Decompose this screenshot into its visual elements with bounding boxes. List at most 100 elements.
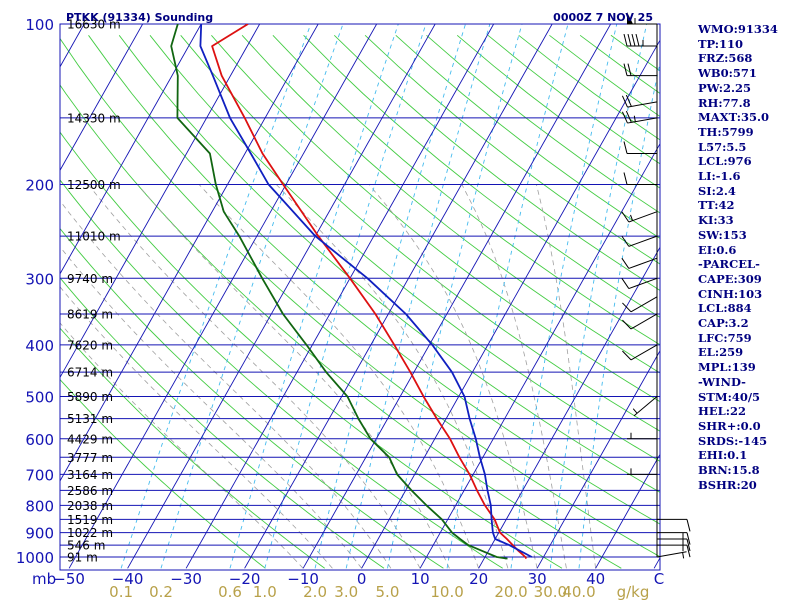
height-label: 9740 m <box>67 272 113 286</box>
dry-adiabat-line <box>88 35 660 525</box>
isotherm-line <box>127 24 436 569</box>
height-label: 546 m <box>67 539 105 553</box>
moist-adiabat-line <box>198 184 479 569</box>
height-label: 14330 m <box>67 111 121 125</box>
plot-border <box>59 23 661 571</box>
dry-adiabat-line <box>60 131 563 569</box>
wind-barb <box>657 538 691 552</box>
sounding-index-item: STM:40/5 <box>698 389 761 404</box>
moist-adiabat-line <box>275 184 509 569</box>
height-label: 5890 m <box>67 390 113 404</box>
dry-adiabat-line <box>60 37 660 558</box>
sounding-index-item: EI:0.6 <box>698 242 737 257</box>
height-label: 7620 m <box>67 338 113 352</box>
sounding-index-item: LCL:976 <box>698 154 752 169</box>
mixing-ratio-tick-label: 10.0 <box>430 583 463 600</box>
mixing-ratio-tick-label: 3.0 <box>334 583 358 600</box>
mixing-ratio-tick-label: 20.0 <box>494 583 527 600</box>
chart-title-time: 0000Z 7 NOV 25 <box>553 11 653 24</box>
wind-barb <box>627 12 657 25</box>
sounding-index-item: -PARCEL- <box>698 257 760 272</box>
height-label: 11010 m <box>67 230 121 244</box>
sounding-index-item: LI:-1.6 <box>698 169 741 183</box>
wind-barb <box>621 235 658 247</box>
dry-adiabat-line <box>60 179 503 569</box>
wind-barb <box>621 277 658 290</box>
dry-adiabat-line <box>241 34 660 374</box>
sounding-index-item: MPL:139 <box>698 360 756 375</box>
isotherm-line <box>302 24 612 569</box>
temperature-tick-label: −40 <box>112 570 144 588</box>
mixing-ratio-line <box>229 24 399 569</box>
dry-adiabat-line <box>149 35 660 462</box>
sounding-index-item: SRDS:-145 <box>698 433 768 448</box>
dry-adiabat-line <box>60 277 385 569</box>
mixing-ratio-line <box>264 24 427 569</box>
pressure-tick-label: 1000 <box>16 549 54 567</box>
height-label: 16630 m <box>67 18 121 32</box>
pressure-tick-label: 300 <box>25 270 54 288</box>
sounding-series <box>170 24 533 560</box>
chart-title-station: PTKK (91334) Sounding <box>66 11 213 24</box>
pressure-tick-label: 400 <box>25 337 54 355</box>
isotherm-line <box>60 24 319 482</box>
height-label: 2586 m <box>67 484 113 498</box>
sounding-index-item: KI:33 <box>698 213 734 228</box>
sounding-index-item: TH:5799 <box>698 124 754 139</box>
mixing-ratio-tick-label: 0.1 <box>109 583 133 600</box>
mixing-ratio-tick-label: 1.0 <box>253 583 277 600</box>
sounding-index-item: CAPE:309 <box>698 271 762 286</box>
sounding-index-item: PW:2.25 <box>698 80 752 95</box>
moist-adiabat-line <box>60 322 304 569</box>
temperature-axis-unit: C <box>654 570 664 588</box>
mixing-ratio-tick-label: 40.0 <box>562 583 595 600</box>
isotherm-line <box>0 12 32 568</box>
height-label: 91 m <box>67 551 98 565</box>
mixing-ratio-line <box>510 24 618 569</box>
dry-adiabat-line <box>60 378 266 569</box>
mixing-ratio-line <box>549 24 648 569</box>
height-label: 5131 m <box>67 412 113 426</box>
temperature-trace <box>211 24 528 560</box>
temperature-tick-label: −20 <box>229 570 261 588</box>
height-label: 8619 m <box>67 307 113 321</box>
isotherm-line <box>595 453 660 569</box>
moist-adiabat-line <box>60 246 362 569</box>
temperature-tick-label: 40 <box>586 570 605 588</box>
dry-adiabat-line <box>333 34 660 291</box>
temperature-tick-label: 10 <box>411 570 430 588</box>
mixing-ratio-line <box>345 24 491 569</box>
isotherm-line <box>60 24 144 172</box>
mixing-ratio-tick-label: 2.0 <box>303 583 327 600</box>
mixing-ratio-tick-label: 5.0 <box>376 583 400 600</box>
moist-adiabat-line <box>461 184 567 569</box>
pressure-tick-label: 100 <box>25 16 54 34</box>
sounding-index-item: BRN:15.8 <box>698 463 760 477</box>
isotherm-line <box>68 24 378 569</box>
wind-barb <box>656 551 687 559</box>
wind-barb <box>621 94 658 108</box>
wind-barb <box>657 544 691 558</box>
mixing-ratio-line <box>578 60 660 569</box>
sounding-index-item: CAP:3.2 <box>698 316 749 330</box>
isotherm-line <box>60 24 261 379</box>
dry-adiabat-line <box>303 34 660 318</box>
pressure-tick-label: 900 <box>25 525 54 543</box>
sounding-index-item: BSHR:20 <box>698 477 757 492</box>
temperature-tick-label: −30 <box>170 570 202 588</box>
mixing-ratio-tick-label: 0.6 <box>218 583 242 600</box>
mixing-ratio-tick-label: 0.2 <box>149 583 173 600</box>
pressure-tick-label: 500 <box>25 389 54 407</box>
dewpoint-trace <box>170 24 508 560</box>
height-label: 6714 m <box>67 366 113 380</box>
moist-adiabat-line <box>87 184 421 569</box>
dry-adiabat-line <box>60 327 325 569</box>
sounding-index-item: SI:2.4 <box>698 183 736 198</box>
height-label: 3164 m <box>67 468 113 482</box>
wind-barb <box>621 257 658 269</box>
dry-adiabat-line <box>272 34 660 346</box>
wind-barb <box>657 518 691 532</box>
height-label: 4429 m <box>67 432 113 446</box>
pressure-axis-unit: mb <box>32 570 56 588</box>
sounding-index-item: SW:153 <box>698 227 747 242</box>
